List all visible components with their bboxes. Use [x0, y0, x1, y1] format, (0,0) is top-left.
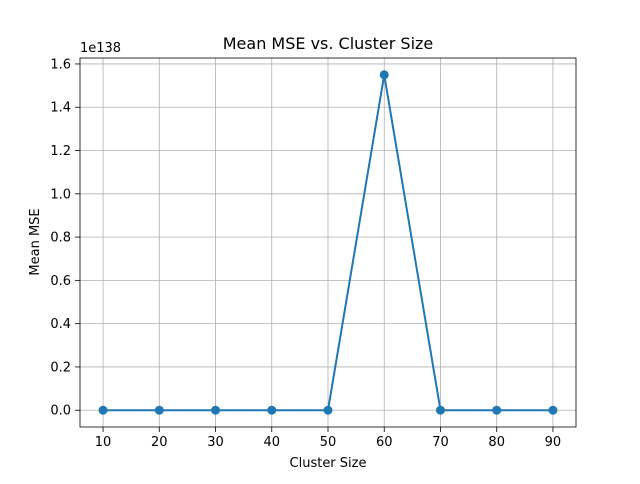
- data-point-marker: [492, 405, 502, 415]
- x-axis-ticks: 10 20 30 40 50 60 70 80 90: [95, 427, 561, 450]
- series-layer: [98, 70, 558, 415]
- x-tick-label: 60: [376, 435, 393, 450]
- y-tick-label: 1.2: [50, 144, 71, 159]
- data-point-marker: [267, 405, 277, 415]
- y-axis-label: Mean MSE: [28, 208, 43, 275]
- y-tick-label: 0.8: [50, 231, 71, 246]
- chart-title: Mean MSE vs. Cluster Size: [223, 34, 434, 53]
- x-tick-label: 90: [545, 435, 562, 450]
- data-point-marker: [154, 405, 164, 415]
- data-point-marker: [98, 405, 108, 415]
- y-tick-label: 0.4: [50, 317, 71, 332]
- y-tick-label: 0.0: [50, 404, 71, 419]
- grid: [80, 58, 576, 427]
- x-axis-label: Cluster Size: [290, 456, 367, 471]
- y-tick-label: 1.6: [50, 57, 71, 72]
- data-point-marker: [435, 405, 445, 415]
- y-axis-ticks: 0.0 0.2 0.4 0.6 0.8 1.0 1.2 1.4 1.6: [50, 57, 80, 419]
- x-tick-label: 70: [432, 435, 449, 450]
- x-tick-label: 40: [263, 435, 280, 450]
- y-tick-label: 0.6: [50, 274, 71, 289]
- y-tick-label: 0.2: [50, 360, 71, 375]
- data-point-marker: [323, 405, 333, 415]
- x-tick-label: 10: [95, 435, 112, 450]
- data-point-marker: [211, 405, 221, 415]
- y-tick-label: 1.0: [50, 187, 71, 202]
- x-tick-label: 50: [320, 435, 337, 450]
- x-tick-label: 30: [207, 435, 224, 450]
- data-point-marker: [379, 70, 389, 80]
- y-tick-label: 1.4: [50, 101, 71, 116]
- data-point-marker: [548, 405, 558, 415]
- x-tick-label: 80: [488, 435, 505, 450]
- y-axis-offset-label: 1e138: [80, 41, 121, 56]
- x-tick-label: 20: [151, 435, 168, 450]
